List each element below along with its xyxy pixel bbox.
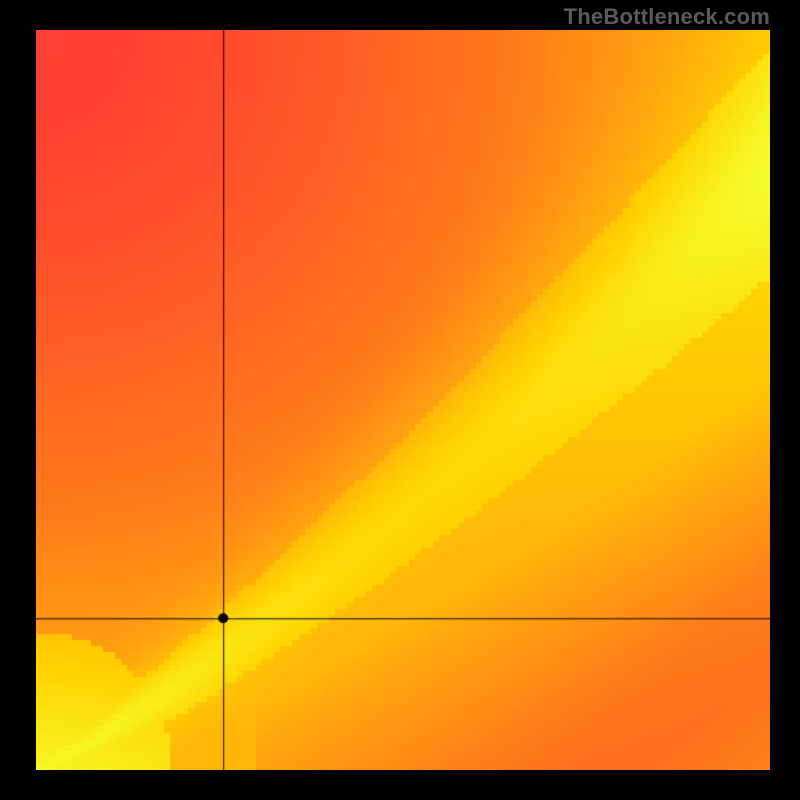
watermark-text: TheBottleneck.com	[564, 4, 770, 30]
bottleneck-heatmap	[36, 30, 770, 770]
chart-container: TheBottleneck.com	[0, 0, 800, 800]
